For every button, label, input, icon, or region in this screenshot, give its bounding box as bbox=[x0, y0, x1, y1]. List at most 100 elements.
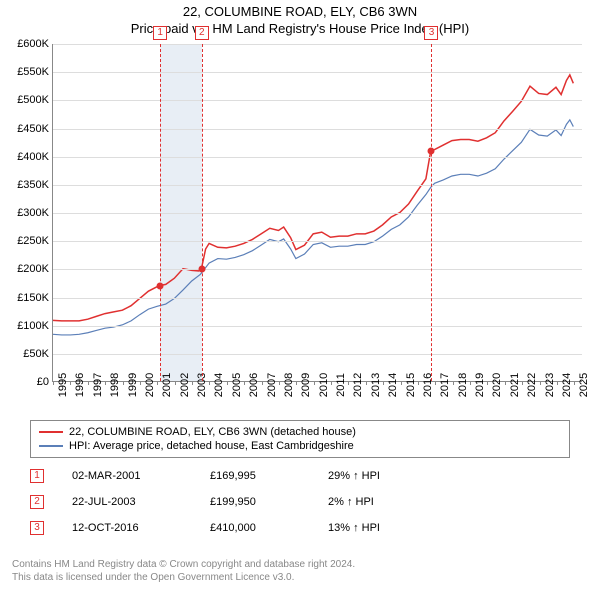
sale-event-line bbox=[160, 44, 161, 381]
x-axis-label: 2001 bbox=[161, 373, 173, 397]
gridline bbox=[53, 157, 582, 158]
y-axis-label: £550K bbox=[17, 66, 49, 78]
chart-container: 22, COLUMBINE ROAD, ELY, CB6 3WN Price p… bbox=[0, 0, 600, 590]
sale-price: £410,000 bbox=[210, 522, 300, 534]
x-tick bbox=[470, 381, 471, 385]
sale-hpi-delta: 13% ↑ HPI bbox=[328, 522, 380, 534]
sale-price: £199,950 bbox=[210, 496, 300, 508]
x-tick bbox=[244, 381, 245, 385]
y-axis-label: £500K bbox=[17, 94, 49, 106]
x-axis-label: 2025 bbox=[578, 373, 590, 397]
sale-hpi-delta: 29% ↑ HPI bbox=[328, 470, 380, 482]
y-axis-label: £450K bbox=[17, 123, 49, 135]
x-axis-label: 2000 bbox=[144, 373, 156, 397]
gridline bbox=[53, 185, 582, 186]
x-tick bbox=[105, 381, 106, 385]
x-tick bbox=[227, 381, 228, 385]
x-tick bbox=[140, 381, 141, 385]
sales-table: 1 02-MAR-2001 £169,995 29% ↑ HPI 2 22-JUL-200… bbox=[30, 463, 570, 541]
x-tick bbox=[435, 381, 436, 385]
y-axis-label: £0 bbox=[37, 376, 49, 388]
x-axis-label: 2006 bbox=[248, 373, 260, 397]
x-axis-label: 2023 bbox=[544, 373, 556, 397]
sale-hpi-delta: 2% ↑ HPI bbox=[328, 496, 374, 508]
x-tick bbox=[557, 381, 558, 385]
x-axis-label: 1997 bbox=[92, 373, 104, 397]
sale-row: 3 12-OCT-2016 £410,000 13% ↑ HPI bbox=[30, 515, 570, 541]
sale-date: 22-JUL-2003 bbox=[72, 496, 182, 508]
sale-date: 02-MAR-2001 bbox=[72, 470, 182, 482]
x-tick bbox=[175, 381, 176, 385]
x-tick bbox=[53, 381, 54, 385]
y-axis-label: £100K bbox=[17, 320, 49, 332]
chart-subtitle: Price paid vs. HM Land Registry's House … bbox=[0, 19, 600, 40]
gridline bbox=[53, 241, 582, 242]
gridline bbox=[53, 100, 582, 101]
sale-event-line bbox=[431, 44, 432, 381]
x-tick bbox=[192, 381, 193, 385]
x-axis-label: 2021 bbox=[509, 373, 521, 397]
x-axis-label: 2011 bbox=[335, 373, 347, 397]
series-property bbox=[53, 75, 573, 321]
x-tick bbox=[88, 381, 89, 385]
sale-date: 12-OCT-2016 bbox=[72, 522, 182, 534]
x-axis-label: 2020 bbox=[491, 373, 503, 397]
gridline bbox=[53, 326, 582, 327]
chart-plot-area: £0£50K£100K£150K£200K£250K£300K£350K£400… bbox=[52, 44, 582, 382]
x-axis-label: 1995 bbox=[57, 373, 69, 397]
sale-row-marker: 1 bbox=[30, 469, 44, 483]
x-axis-label: 2012 bbox=[352, 373, 364, 397]
legend-row: 22, COLUMBINE ROAD, ELY, CB6 3WN (detach… bbox=[39, 425, 561, 439]
x-axis-label: 1999 bbox=[127, 373, 139, 397]
legend-label: 22, COLUMBINE ROAD, ELY, CB6 3WN (detach… bbox=[69, 426, 356, 438]
x-axis-label: 2013 bbox=[370, 373, 382, 397]
y-axis-label: £250K bbox=[17, 235, 49, 247]
x-tick bbox=[366, 381, 367, 385]
sale-row: 2 22-JUL-2003 £199,950 2% ↑ HPI bbox=[30, 489, 570, 515]
y-axis-label: £400K bbox=[17, 151, 49, 163]
gridline bbox=[53, 269, 582, 270]
gridline bbox=[53, 298, 582, 299]
x-tick bbox=[401, 381, 402, 385]
x-axis-label: 2009 bbox=[300, 373, 312, 397]
y-axis-label: £200K bbox=[17, 263, 49, 275]
x-tick bbox=[383, 381, 384, 385]
sale-point bbox=[198, 266, 205, 273]
x-tick bbox=[540, 381, 541, 385]
x-axis-label: 2010 bbox=[318, 373, 330, 397]
x-axis-label: 2019 bbox=[474, 373, 486, 397]
y-axis-label: £300K bbox=[17, 207, 49, 219]
x-tick bbox=[487, 381, 488, 385]
sale-point bbox=[428, 148, 435, 155]
x-axis-label: 2005 bbox=[231, 373, 243, 397]
x-axis-label: 2018 bbox=[457, 373, 469, 397]
y-axis-label: £50K bbox=[23, 348, 49, 360]
gridline bbox=[53, 44, 582, 45]
x-tick bbox=[157, 381, 158, 385]
series-hpi bbox=[53, 120, 573, 335]
sale-price: £169,995 bbox=[210, 470, 300, 482]
x-axis-label: 2024 bbox=[561, 373, 573, 397]
footer-line1: Contains HM Land Registry data © Crown c… bbox=[12, 558, 588, 571]
x-axis-label: 2022 bbox=[526, 373, 538, 397]
x-axis-label: 2002 bbox=[179, 373, 191, 397]
x-tick bbox=[331, 381, 332, 385]
gridline bbox=[53, 129, 582, 130]
sale-marker: 2 bbox=[195, 26, 209, 40]
x-axis-label: 2004 bbox=[213, 373, 225, 397]
gridline bbox=[53, 72, 582, 73]
legend-swatch bbox=[39, 431, 63, 433]
sale-row-marker: 2 bbox=[30, 495, 44, 509]
chart-legend: 22, COLUMBINE ROAD, ELY, CB6 3WN (detach… bbox=[30, 420, 570, 458]
x-tick bbox=[314, 381, 315, 385]
chart-title: 22, COLUMBINE ROAD, ELY, CB6 3WN bbox=[0, 0, 600, 19]
legend-swatch bbox=[39, 445, 63, 447]
x-tick bbox=[505, 381, 506, 385]
y-axis-label: £350K bbox=[17, 179, 49, 191]
x-tick bbox=[418, 381, 419, 385]
x-tick bbox=[262, 381, 263, 385]
y-axis-label: £600K bbox=[17, 38, 49, 50]
sale-row-marker: 3 bbox=[30, 521, 44, 535]
x-tick bbox=[348, 381, 349, 385]
gridline bbox=[53, 354, 582, 355]
